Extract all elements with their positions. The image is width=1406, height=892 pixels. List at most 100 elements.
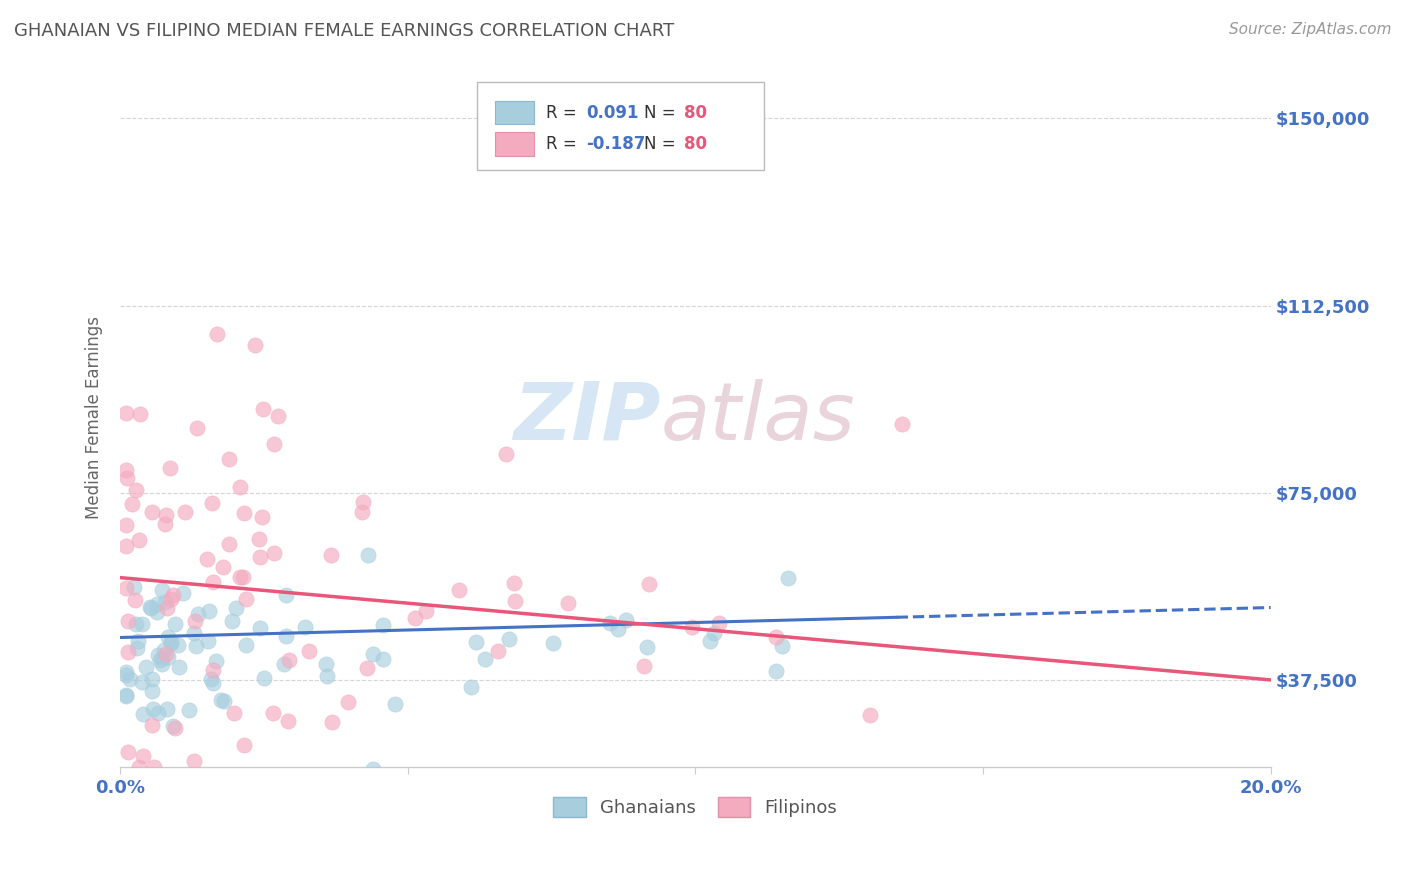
Point — [184, 614, 207, 628]
Point — [128, 533, 150, 548]
Point — [204, 654, 226, 668]
Point — [319, 548, 342, 562]
Point — [197, 634, 219, 648]
Point — [778, 571, 800, 585]
Point — [250, 510, 273, 524]
Point — [139, 600, 162, 615]
Point — [214, 694, 236, 708]
Point — [707, 615, 730, 630]
Text: atlas: atlas — [661, 379, 855, 457]
Point — [225, 601, 247, 615]
Point — [124, 593, 146, 607]
Text: N =: N = — [644, 135, 681, 153]
Point — [114, 667, 136, 681]
Point — [607, 622, 630, 636]
Point — [125, 616, 148, 631]
Point — [415, 603, 437, 617]
Point — [316, 669, 339, 683]
Point — [153, 595, 176, 609]
Point — [235, 592, 257, 607]
Text: ZIP: ZIP — [513, 379, 661, 457]
FancyBboxPatch shape — [477, 82, 765, 169]
Point — [243, 338, 266, 352]
Point — [156, 649, 179, 664]
Text: 80: 80 — [683, 103, 707, 121]
Point — [143, 760, 166, 774]
Point — [125, 640, 148, 655]
Point — [447, 582, 470, 597]
Point — [298, 644, 321, 658]
Point — [599, 615, 621, 630]
Point — [146, 706, 169, 720]
Point — [266, 409, 288, 424]
Legend: Ghanaians, Filipinos: Ghanaians, Filipinos — [546, 789, 845, 824]
Point — [167, 660, 190, 674]
Point — [247, 532, 270, 546]
Point — [163, 616, 186, 631]
Point — [159, 461, 181, 475]
Point — [141, 683, 163, 698]
Point — [274, 588, 297, 602]
Point — [200, 496, 222, 510]
Text: -0.187: -0.187 — [586, 135, 645, 153]
Point — [356, 661, 378, 675]
Point — [890, 417, 912, 431]
Point — [336, 696, 359, 710]
Point — [252, 402, 274, 417]
Point — [581, 770, 603, 784]
Point — [187, 607, 209, 621]
Point — [703, 626, 725, 640]
Point — [114, 689, 136, 703]
Point — [186, 639, 208, 653]
Text: 80: 80 — [683, 135, 707, 153]
Point — [486, 644, 509, 658]
Point — [148, 648, 170, 662]
FancyBboxPatch shape — [495, 132, 534, 156]
Point — [616, 613, 638, 627]
Point — [135, 659, 157, 673]
Point — [765, 664, 787, 678]
Point — [498, 632, 520, 646]
Point — [142, 702, 165, 716]
Point — [859, 708, 882, 723]
Point — [384, 697, 406, 711]
Point — [681, 620, 703, 634]
Point — [132, 706, 155, 721]
Point — [179, 703, 201, 717]
Point — [503, 576, 526, 591]
Point — [162, 588, 184, 602]
Point — [404, 611, 426, 625]
Point — [262, 706, 284, 721]
Point — [633, 659, 655, 673]
Point — [765, 631, 787, 645]
Point — [202, 675, 225, 690]
Point — [114, 581, 136, 595]
Point — [114, 665, 136, 680]
Point — [209, 693, 232, 707]
Point — [146, 597, 169, 611]
Point — [114, 406, 136, 420]
Point — [141, 600, 163, 615]
Point — [228, 570, 250, 584]
Point — [173, 505, 195, 519]
Text: R =: R = — [546, 135, 582, 153]
Point — [160, 635, 183, 649]
Point — [115, 471, 138, 485]
Point — [278, 652, 301, 666]
Point — [699, 634, 721, 648]
Point — [263, 437, 285, 451]
Point — [167, 638, 190, 652]
Point — [315, 657, 337, 671]
Point — [153, 517, 176, 532]
Point — [128, 760, 150, 774]
Point — [141, 672, 163, 686]
Text: 0.091: 0.091 — [586, 103, 638, 121]
Point — [361, 763, 384, 777]
Point — [229, 479, 252, 493]
Point — [162, 719, 184, 733]
Text: R =: R = — [546, 103, 582, 121]
Point — [460, 680, 482, 694]
Point — [249, 549, 271, 564]
Point — [277, 714, 299, 728]
Point — [132, 748, 155, 763]
